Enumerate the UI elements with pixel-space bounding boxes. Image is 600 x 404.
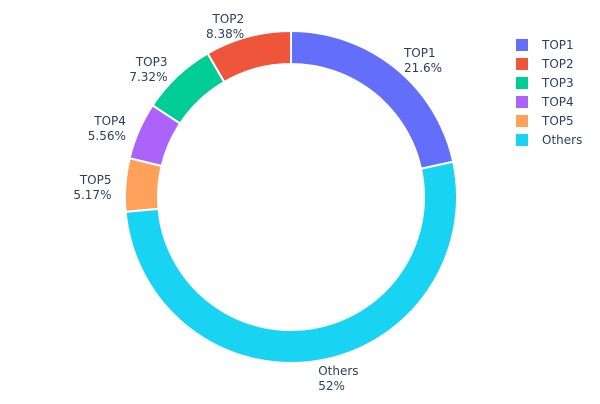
legend-label: TOP1: [541, 38, 574, 52]
legend-swatch: [516, 134, 528, 146]
legend-item-others[interactable]: Others: [516, 133, 582, 147]
slice-label: TOP1 21.6%: [403, 46, 442, 75]
legend-swatch: [516, 115, 528, 127]
legend-label: TOP2: [541, 57, 574, 71]
legend-label: TOP3: [541, 76, 574, 90]
legend-item-top4[interactable]: TOP4: [516, 95, 574, 109]
legend: TOP1 TOP2 TOP3 TOP4 TOP5 Others: [516, 38, 582, 147]
legend-label: Others: [542, 133, 582, 147]
legend-item-top1[interactable]: TOP1: [516, 38, 574, 52]
slice-top5[interactable]: [124, 157, 163, 213]
slice-others[interactable]: [124, 160, 458, 364]
slice-label: Others 52%: [318, 364, 358, 393]
legend-item-top5[interactable]: TOP5: [516, 114, 574, 128]
slices: [124, 29, 458, 364]
legend-swatch: [516, 96, 528, 108]
legend-label: TOP5: [541, 114, 574, 128]
legend-swatch: [516, 58, 528, 70]
legend-swatch: [516, 77, 528, 89]
slice-top2[interactable]: [206, 29, 292, 84]
slice-label: TOP3 7.32%: [129, 55, 167, 84]
slice-label: TOP4 5.56%: [88, 114, 126, 143]
slice-label: TOP2 8.38%: [206, 12, 244, 41]
legend-label: TOP4: [541, 95, 574, 109]
legend-item-top2[interactable]: TOP2: [516, 57, 574, 71]
slice-top3[interactable]: [151, 52, 226, 125]
legend-item-top3[interactable]: TOP3: [516, 76, 574, 90]
slice-top4[interactable]: [128, 104, 182, 168]
legend-swatch: [516, 39, 528, 51]
slice-label: TOP5 5.17%: [73, 173, 111, 202]
slice-labels: TOP1 21.6% TOP2 8.38% TOP3 7.32% TOP4 5.56% TOP5…: [73, 12, 442, 393]
